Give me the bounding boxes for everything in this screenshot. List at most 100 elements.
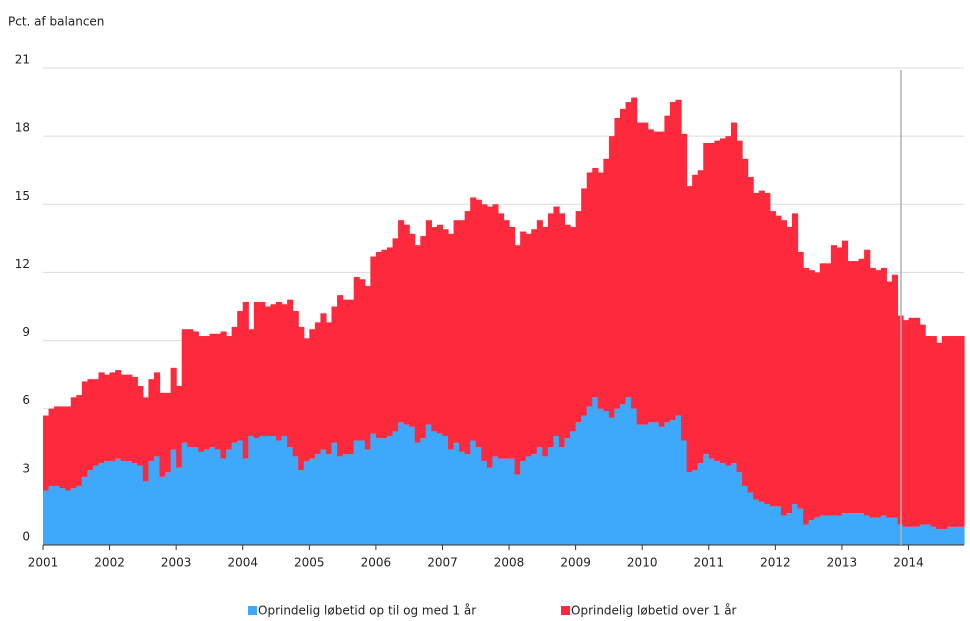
- bar-segment: [703, 142, 710, 455]
- bar-segment: [830, 245, 837, 516]
- bar-segment: [575, 211, 582, 423]
- bar-segment: [203, 336, 211, 450]
- bar-segment: [48, 408, 55, 486]
- bar-segment: [914, 317, 921, 527]
- bar-segment: [575, 422, 582, 545]
- bar-segment: [930, 336, 937, 527]
- bar-segment: [819, 515, 826, 545]
- bar-segment: [420, 236, 427, 439]
- bar-segment: [547, 447, 555, 545]
- bar-segment: [276, 440, 283, 545]
- bar-segment: [92, 379, 100, 466]
- y-tick-label: 6: [22, 393, 30, 407]
- bar-segment: [331, 306, 338, 443]
- legend-label: Oprindelig løbetid op til og med 1 år: [258, 604, 476, 618]
- bar-segment: [730, 463, 738, 545]
- bar-segment: [514, 474, 521, 545]
- bar-segment: [220, 331, 227, 459]
- bar-segment: [303, 338, 310, 461]
- bar-segment: [104, 460, 111, 545]
- bar-segment: [131, 376, 138, 464]
- bar-segment: [614, 117, 621, 409]
- bar-segment: [625, 397, 632, 545]
- bar-segment: [248, 329, 255, 436]
- bar-segment: [669, 420, 677, 545]
- bar-segment: [608, 417, 616, 545]
- bar-segment: [908, 526, 915, 545]
- bar-segment: [636, 122, 643, 425]
- bar-segment: [653, 422, 660, 545]
- bar-segment: [514, 245, 521, 475]
- bar-segment: [342, 299, 349, 455]
- bar-segment: [564, 438, 571, 545]
- y-tick-label: 3: [22, 461, 30, 475]
- bar-segment: [891, 517, 899, 545]
- bar-segment: [697, 463, 704, 545]
- bar-segment: [248, 435, 255, 545]
- bar-segment: [226, 336, 233, 450]
- bar-segment: [919, 324, 926, 525]
- bar-segment: [925, 336, 932, 525]
- bar-segment: [797, 508, 804, 545]
- bar-segment: [570, 227, 577, 432]
- bar-segment: [59, 488, 66, 545]
- bar-segment: [442, 229, 449, 436]
- bar-segment: [214, 333, 222, 450]
- bar-segment: [65, 490, 72, 545]
- bar-segment: [902, 320, 910, 527]
- bar-segment: [270, 304, 277, 436]
- bar-segment: [276, 301, 283, 441]
- bar-segment: [614, 408, 621, 545]
- bar-segment: [941, 336, 948, 530]
- bar-segment: [287, 299, 294, 448]
- bar-segment: [425, 220, 432, 425]
- bar-segment: [486, 467, 494, 545]
- bar-segment: [259, 301, 266, 436]
- bar-segment: [253, 438, 260, 545]
- bar-segment: [453, 220, 460, 443]
- bar-segment: [414, 245, 421, 443]
- bar-segment: [187, 447, 194, 545]
- bar-segment: [392, 431, 399, 545]
- bar-segment: [747, 177, 754, 493]
- bar-segment: [958, 336, 965, 527]
- bar-segment: [753, 499, 760, 545]
- bar-segment: [858, 513, 865, 545]
- bar-segment: [414, 442, 421, 545]
- bar-segment: [531, 454, 538, 545]
- bar-segment: [242, 301, 249, 459]
- bar-segment: [181, 329, 188, 443]
- bar-segment: [142, 481, 150, 545]
- bar-segment: [769, 211, 776, 507]
- bar-segment: [625, 102, 632, 398]
- bar-segment: [858, 258, 865, 514]
- bar-segment: [697, 170, 704, 464]
- bar-segment: [176, 467, 183, 545]
- bar-segment: [348, 454, 355, 545]
- bar-segment: [203, 449, 211, 545]
- bar-segment: [631, 97, 638, 409]
- bar-segment: [431, 227, 438, 432]
- bar-segment: [187, 329, 194, 448]
- bar-segment: [725, 136, 732, 466]
- bar-segment: [509, 458, 516, 545]
- bar-segment: [531, 229, 538, 455]
- bar-segment: [930, 526, 937, 545]
- bar-segment: [375, 251, 383, 439]
- bar-segment: [436, 433, 444, 545]
- x-tick-label: 2014: [893, 556, 924, 570]
- bar-segment: [886, 281, 893, 518]
- bar-segment: [792, 504, 799, 545]
- bar-segment: [59, 406, 66, 489]
- bar-segment: [747, 492, 754, 545]
- bar-segment: [475, 199, 482, 448]
- bar-segment: [864, 515, 871, 545]
- bar-segment: [481, 204, 488, 461]
- bar-segment: [536, 220, 543, 448]
- bar-segment: [703, 454, 710, 545]
- bar-segment: [298, 470, 305, 545]
- bar-segment: [253, 301, 260, 439]
- bar-segment: [137, 386, 144, 466]
- bar-segment: [137, 465, 144, 545]
- bar-segment: [686, 472, 693, 545]
